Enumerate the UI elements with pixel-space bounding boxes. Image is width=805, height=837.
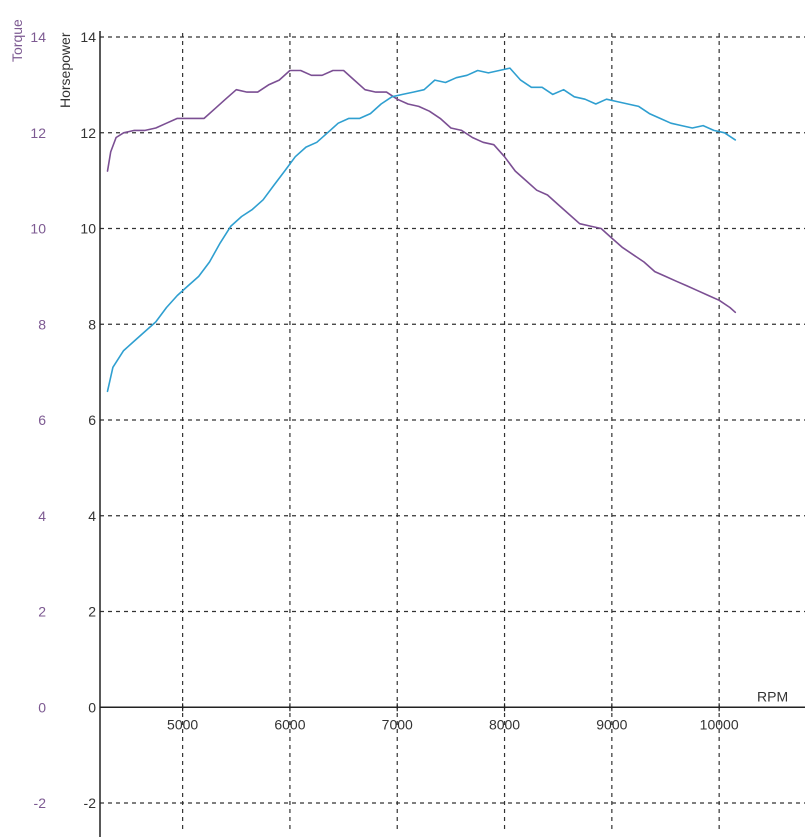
torque-tick-label: 6 — [38, 412, 46, 428]
axes — [99, 31, 805, 837]
horsepower-tick-label: 2 — [88, 604, 96, 620]
x-tick-label: 10000 — [700, 716, 739, 732]
horsepower-tick-label: 10 — [80, 221, 96, 237]
x-tick-label: 8000 — [489, 716, 520, 732]
x-tick-label: 9000 — [596, 716, 627, 732]
horsepower-tick-label: 6 — [88, 412, 96, 428]
torque-axis-title: Torque — [9, 19, 25, 62]
x-tick-label: 6000 — [274, 716, 305, 732]
horsepower-tick-label: 4 — [88, 508, 96, 524]
horsepower-tick-label: 14 — [80, 29, 96, 45]
torque-tick-label: 8 — [38, 316, 46, 332]
x-axis-title: RPM — [757, 688, 788, 704]
tick-labels: -2 -2 0 0 2 2 4 4 6 6 8 8 10 10 12 12 14 14 5000 6000 7000 80… — [30, 29, 738, 811]
horsepower-tick-label: -2 — [84, 795, 97, 811]
torque-tick-label: 0 — [38, 699, 46, 715]
torque-tick-label: 12 — [30, 125, 46, 141]
horsepower-tick-label: 8 — [88, 316, 96, 332]
horsepower-axis-title: Horsepower — [57, 32, 73, 108]
torque-tick-label: 10 — [30, 221, 46, 237]
torque-tick-label: -2 — [34, 795, 47, 811]
horsepower-tick-label: 0 — [88, 699, 96, 715]
torque-tick-label: 4 — [38, 508, 46, 524]
grid — [100, 33, 805, 833]
horsepower-tick-label: 12 — [80, 125, 96, 141]
torque-tick-label: 2 — [38, 604, 46, 620]
series — [106, 67, 737, 393]
x-tick-label: 5000 — [167, 716, 198, 732]
torque-line — [106, 69, 737, 314]
horsepower-line — [106, 67, 737, 393]
torque-tick-label: 14 — [30, 29, 46, 45]
x-tick-label: 7000 — [382, 716, 413, 732]
